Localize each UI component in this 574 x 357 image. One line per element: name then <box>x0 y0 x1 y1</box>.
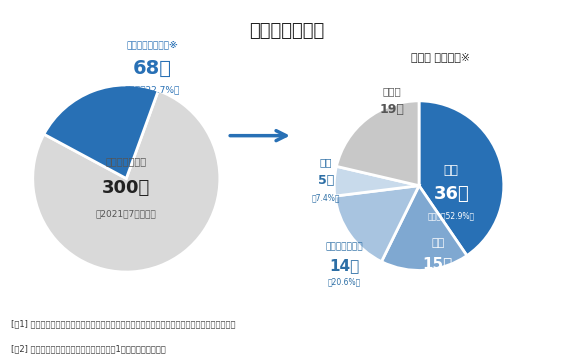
Text: 韓国: 韓国 <box>431 238 444 248</box>
Wedge shape <box>33 91 220 272</box>
Text: 海外と取引がある※: 海外と取引がある※ <box>127 41 179 50</box>
Text: その他: その他 <box>382 86 401 96</box>
Text: （22.1%）: （22.1%） <box>421 277 454 286</box>
Wedge shape <box>335 186 419 262</box>
Text: 台湾: 台湾 <box>320 157 332 167</box>
Wedge shape <box>334 166 419 196</box>
Text: 36社: 36社 <box>433 185 469 203</box>
Text: 中国: 中国 <box>444 164 459 177</box>
Text: アニメ制作会社: アニメ制作会社 <box>106 157 147 167</box>
Wedge shape <box>336 101 419 186</box>
Text: 取引先 所在国別※: 取引先 所在国別※ <box>410 52 470 62</box>
Text: 68社: 68社 <box>133 59 172 77</box>
Wedge shape <box>44 85 158 178</box>
Text: （構成比22.7%）: （構成比22.7%） <box>125 85 180 94</box>
Wedge shape <box>382 186 467 270</box>
Text: （20.6%）: （20.6%） <box>328 277 361 286</box>
Text: （7.4%）: （7.4%） <box>312 193 340 202</box>
Text: 15社: 15社 <box>422 256 453 271</box>
Text: （2021年7月時点）: （2021年7月時点） <box>96 210 157 218</box>
Text: [注2] 取引先国が複数ある場合は、それぞれ1社ずつ集計している: [注2] 取引先国が複数ある場合は、それぞれ1社ずつ集計している <box>11 344 166 353</box>
Text: （構成比52.9%）: （構成比52.9%） <box>428 212 475 221</box>
Text: [注1] 保有する調査報告書などのうち、取引先企業が海外法人・海外住所の記載がある企業が対象: [注1] 保有する調査報告書などのうち、取引先企業が海外法人・海外住所の記載があ… <box>11 319 236 328</box>
Text: アメリカ合衆国: アメリカ合衆国 <box>325 242 363 251</box>
Text: 海外取引の動向: 海外取引の動向 <box>249 22 325 40</box>
Text: 14社: 14社 <box>329 258 359 273</box>
Text: 300社: 300社 <box>102 179 150 197</box>
Text: 19社: 19社 <box>379 103 404 116</box>
Wedge shape <box>419 101 504 256</box>
Text: 5社: 5社 <box>317 174 334 187</box>
